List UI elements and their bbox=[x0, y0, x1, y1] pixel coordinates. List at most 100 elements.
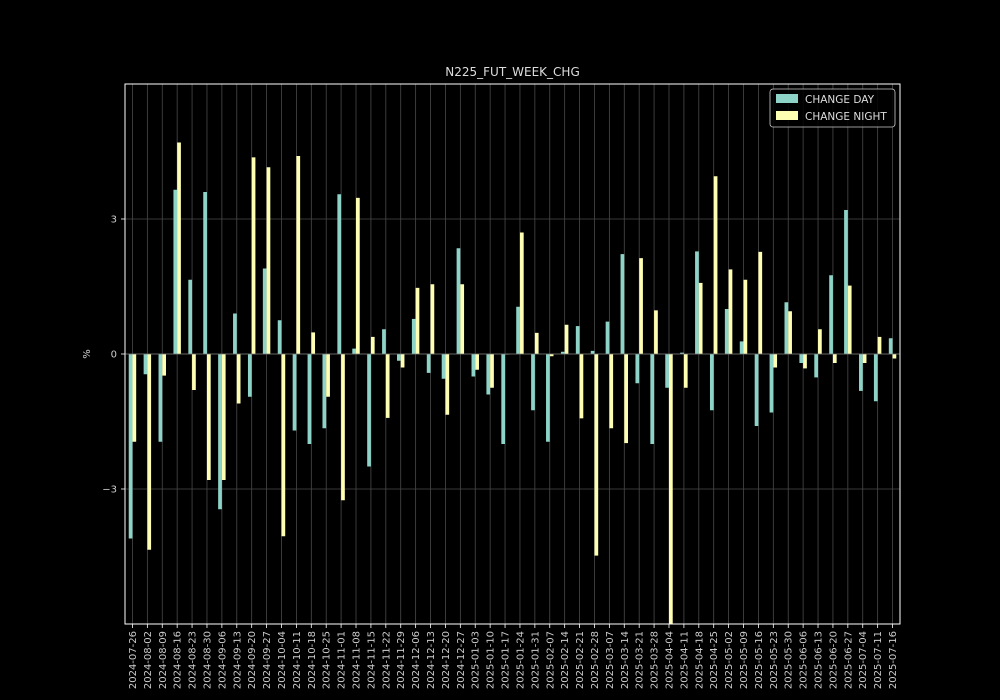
x-tick-label: 2024-12-27 bbox=[456, 631, 467, 689]
bar-change-night bbox=[415, 287, 420, 354]
bar-change-night bbox=[400, 354, 405, 368]
bar-change-day bbox=[143, 354, 148, 375]
bar-change-night bbox=[743, 279, 748, 354]
bar-change-night bbox=[460, 284, 465, 354]
bar-change-day bbox=[411, 318, 416, 354]
x-tick-label: 2025-01-03 bbox=[471, 631, 482, 689]
x-tick-label: 2025-06-06 bbox=[799, 631, 810, 689]
bar-change-day bbox=[337, 194, 342, 354]
bar-change-night bbox=[698, 282, 703, 354]
x-tick-label: 2024-10-18 bbox=[307, 631, 318, 689]
bar-change-day bbox=[844, 210, 848, 354]
x-tick-label: 2024-08-30 bbox=[202, 631, 213, 689]
bar-change-night bbox=[236, 354, 241, 404]
legend-label-change-day: CHANGE DAY bbox=[805, 94, 875, 106]
bar-change-day bbox=[665, 354, 669, 388]
x-tick-label: 2025-06-20 bbox=[828, 631, 839, 689]
bar-change-night bbox=[832, 354, 837, 363]
bar-change-day bbox=[560, 351, 565, 354]
bar-change-day bbox=[680, 352, 684, 354]
bar-change-night bbox=[579, 354, 584, 419]
x-tick-label: 2024-09-06 bbox=[217, 631, 228, 689]
x-tick-label: 2025-05-09 bbox=[739, 631, 750, 689]
bar-change-night bbox=[713, 176, 718, 354]
x-tick-label: 2025-01-31 bbox=[530, 631, 541, 689]
x-tick-label: 2024-12-13 bbox=[426, 631, 437, 689]
bar-change-night bbox=[639, 258, 643, 354]
bar-change-night bbox=[877, 336, 882, 354]
bars-layer bbox=[128, 142, 897, 624]
x-tick-label: 2025-05-30 bbox=[784, 631, 795, 689]
x-tick-label: 2025-04-11 bbox=[679, 631, 690, 689]
y-tick-label: 3 bbox=[111, 215, 117, 226]
x-tick-label: 2025-07-04 bbox=[858, 631, 869, 689]
y-tick-label: −3 bbox=[102, 485, 117, 496]
x-tick-label: 2024-10-04 bbox=[277, 631, 288, 689]
x-tick-label: 2024-11-22 bbox=[381, 631, 392, 689]
bar-change-night bbox=[534, 332, 539, 354]
bar-change-day bbox=[158, 354, 163, 442]
bar-change-day bbox=[501, 354, 506, 444]
bar-change-night bbox=[162, 354, 166, 376]
bar-change-night bbox=[773, 354, 778, 368]
x-tick-label: 2025-03-21 bbox=[635, 631, 646, 689]
chart-title: N225_FUT_WEEK_CHG bbox=[445, 65, 580, 79]
bar-change-night bbox=[326, 354, 330, 397]
bar-change-night bbox=[385, 354, 390, 418]
bar-change-day bbox=[724, 309, 729, 354]
bar-change-night bbox=[594, 354, 599, 556]
bar-change-night bbox=[818, 329, 822, 354]
bar-change-day bbox=[650, 354, 655, 444]
bar-change-night bbox=[251, 157, 256, 354]
bar-change-day bbox=[575, 326, 580, 354]
bar-change-night bbox=[132, 354, 137, 442]
bar-change-day bbox=[188, 279, 193, 354]
bar-change-night bbox=[490, 354, 494, 388]
bar-change-day bbox=[516, 306, 520, 354]
bar-change-day bbox=[739, 341, 744, 354]
x-tick-label: 2024-08-09 bbox=[158, 631, 169, 689]
bar-change-day bbox=[590, 350, 595, 354]
bar-change-night bbox=[445, 354, 450, 415]
y-axis-ticks: −3 0 3 bbox=[102, 215, 125, 496]
x-tick-label: 2025-04-25 bbox=[709, 631, 720, 689]
bar-change-day bbox=[173, 189, 178, 354]
x-tick-label: 2024-11-01 bbox=[337, 631, 348, 689]
x-tick-label: 2025-02-28 bbox=[590, 631, 601, 689]
bar-change-day bbox=[426, 354, 431, 373]
bar-change-night bbox=[668, 354, 673, 624]
x-tick-label: 2025-07-11 bbox=[873, 631, 884, 689]
legend: CHANGE DAY CHANGE NIGHT bbox=[769, 88, 896, 128]
bar-change-night bbox=[296, 156, 301, 354]
x-tick-label: 2025-02-21 bbox=[575, 631, 586, 689]
x-tick-label: 2025-01-17 bbox=[501, 631, 512, 689]
bar-change-night bbox=[206, 354, 211, 480]
bar-change-day bbox=[441, 354, 446, 379]
bar-change-day bbox=[859, 354, 863, 391]
bar-change-night bbox=[788, 311, 792, 354]
legend-label-change-night: CHANGE NIGHT bbox=[805, 111, 887, 123]
x-tick-label: 2025-05-16 bbox=[754, 631, 765, 689]
bar-change-day bbox=[128, 354, 133, 539]
bar-change-night bbox=[430, 284, 435, 354]
bar-change-day bbox=[367, 354, 371, 467]
bar-change-day bbox=[769, 354, 774, 413]
y-tick-label: 0 bbox=[111, 350, 117, 361]
bar-change-day bbox=[754, 354, 759, 426]
x-tick-label: 2024-11-29 bbox=[396, 631, 407, 689]
x-tick-label: 2025-02-07 bbox=[545, 631, 556, 689]
bar-change-night bbox=[147, 354, 152, 550]
bar-change-night bbox=[847, 285, 852, 354]
y-axis-label: % bbox=[82, 349, 93, 359]
x-tick-label: 2024-11-08 bbox=[352, 631, 363, 689]
bar-change-night bbox=[311, 332, 316, 354]
bar-change-night bbox=[609, 354, 614, 429]
x-tick-label: 2024-08-02 bbox=[143, 631, 154, 689]
bar-change-day bbox=[396, 354, 401, 361]
bar-change-night bbox=[370, 336, 375, 354]
bar-change-night bbox=[192, 354, 196, 390]
bar-change-night bbox=[654, 310, 658, 354]
bar-change-day bbox=[322, 354, 327, 429]
legend-box bbox=[769, 88, 896, 128]
